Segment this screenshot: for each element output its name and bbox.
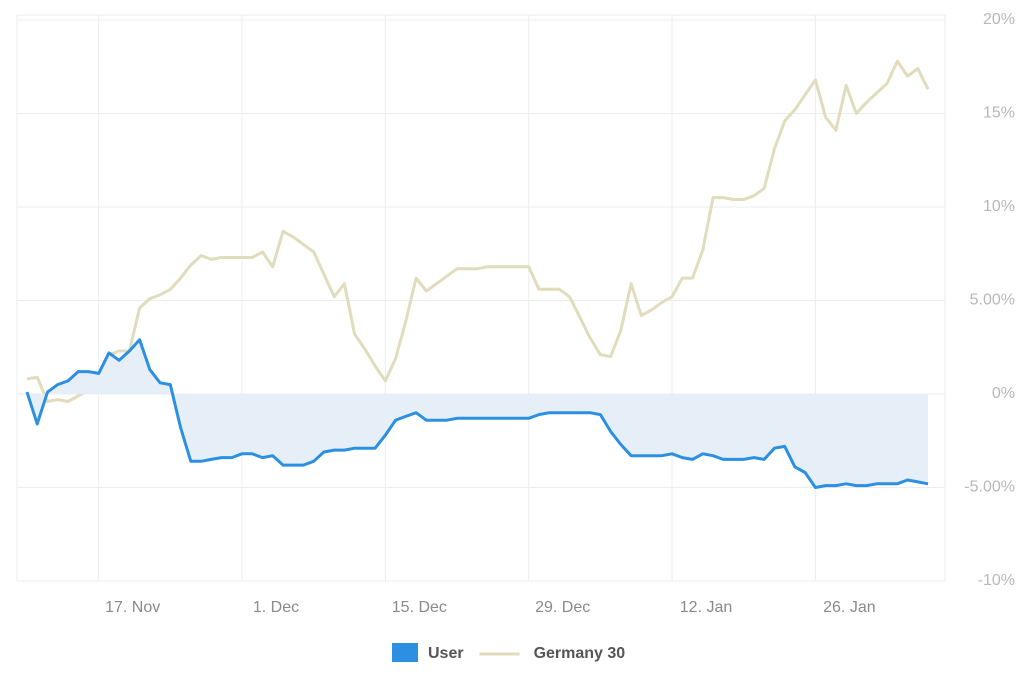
x-tick-label: 26. Jan <box>823 599 875 616</box>
labels: -10% -5.00% 0% 5.00% 10% 15% 20% 17. Nov 1. Dec 1… <box>105 11 1015 616</box>
x-tick-label: 12. Jan <box>680 599 732 616</box>
legend-label: Germany 30 <box>534 645 626 662</box>
series-line <box>26 59 930 403</box>
y-tick-label: 5.00% <box>970 292 1015 309</box>
plot-frame <box>16 14 946 582</box>
x-tick-label: 29. Dec <box>535 599 590 616</box>
x-tick-label: 17. Nov <box>105 599 160 616</box>
y-tick-label: -5.00% <box>964 479 1015 496</box>
area-fill <box>27 339 928 488</box>
legend-swatch <box>392 643 418 662</box>
y-tick-label: 20% <box>983 11 1015 28</box>
legend: User Germany 30 <box>392 643 625 662</box>
y-tick-label: -10% <box>978 572 1015 589</box>
legend-label: User <box>428 645 464 662</box>
y-tick-label: 0% <box>992 385 1015 402</box>
x-tick-label: 15. Dec <box>392 599 447 616</box>
series-line <box>25 338 929 489</box>
y-tick-label: 15% <box>983 105 1015 122</box>
y-tick-label: 10% <box>983 198 1015 215</box>
x-tick-label: 1. Dec <box>253 599 299 616</box>
grid <box>17 15 945 582</box>
marks <box>25 59 930 489</box>
